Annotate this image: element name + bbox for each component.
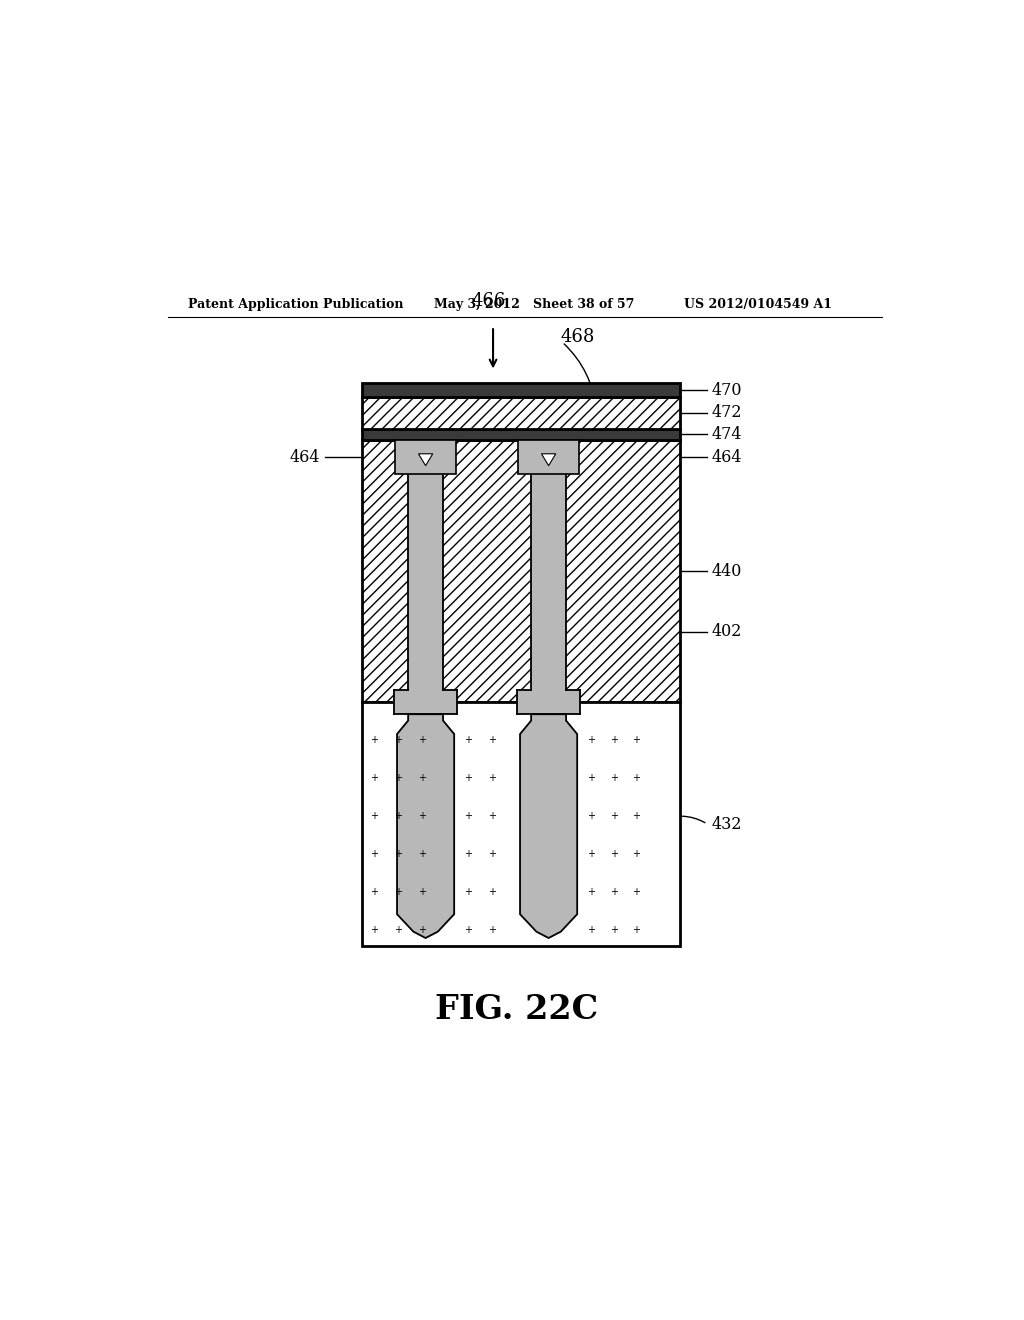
Text: +: + — [465, 735, 472, 744]
Bar — [517, 690, 581, 714]
Bar — [362, 441, 680, 702]
Text: +: + — [418, 810, 426, 821]
Text: +: + — [588, 810, 596, 821]
Text: May 3, 2012   Sheet 38 of 57: May 3, 2012 Sheet 38 of 57 — [433, 298, 634, 312]
Text: +: + — [588, 925, 596, 935]
Text: 470: 470 — [712, 381, 741, 399]
Text: +: + — [418, 887, 426, 898]
Text: +: + — [488, 810, 497, 821]
Polygon shape — [419, 454, 433, 466]
Bar — [362, 397, 680, 429]
Text: +: + — [394, 810, 401, 821]
Bar — [517, 690, 531, 714]
Text: +: + — [488, 887, 497, 898]
Text: +: + — [394, 925, 401, 935]
Text: +: + — [609, 772, 617, 783]
Text: +: + — [632, 849, 640, 859]
Text: 464: 464 — [712, 449, 741, 466]
Text: +: + — [488, 735, 497, 744]
Bar — [443, 690, 458, 714]
Text: +: + — [370, 925, 378, 935]
Bar — [395, 441, 456, 474]
Text: 472: 472 — [712, 404, 741, 421]
Text: +: + — [609, 849, 617, 859]
Text: +: + — [632, 772, 640, 783]
Text: +: + — [588, 887, 596, 898]
Text: +: + — [370, 849, 378, 859]
Text: +: + — [632, 925, 640, 935]
Text: +: + — [609, 735, 617, 744]
Bar — [362, 702, 680, 946]
Text: +: + — [394, 735, 401, 744]
Text: +: + — [632, 735, 640, 744]
Bar — [362, 429, 680, 441]
Text: 468: 468 — [560, 329, 595, 346]
Polygon shape — [542, 454, 556, 466]
Text: +: + — [488, 925, 497, 935]
Text: 402: 402 — [712, 623, 741, 640]
Text: +: + — [588, 772, 596, 783]
Text: +: + — [588, 849, 596, 859]
Text: 432: 432 — [712, 816, 741, 833]
Text: +: + — [465, 849, 472, 859]
Text: +: + — [418, 772, 426, 783]
Text: FIG. 22C: FIG. 22C — [435, 993, 598, 1026]
Text: +: + — [488, 772, 497, 783]
Text: +: + — [394, 887, 401, 898]
Text: +: + — [488, 849, 497, 859]
Text: +: + — [465, 772, 472, 783]
Bar — [531, 441, 566, 659]
Polygon shape — [520, 714, 578, 939]
Text: +: + — [370, 735, 378, 744]
Text: +: + — [394, 849, 401, 859]
Text: Patent Application Publication: Patent Application Publication — [187, 298, 403, 312]
Text: 440: 440 — [712, 562, 741, 579]
Bar — [531, 659, 566, 690]
Text: +: + — [632, 887, 640, 898]
Text: 464: 464 — [290, 449, 321, 466]
Bar — [409, 659, 443, 690]
Text: +: + — [632, 810, 640, 821]
Bar — [566, 690, 581, 714]
Text: +: + — [418, 925, 426, 935]
Text: +: + — [418, 849, 426, 859]
Bar — [362, 383, 680, 397]
Polygon shape — [397, 714, 455, 939]
Text: 474: 474 — [712, 426, 741, 444]
Text: +: + — [588, 735, 596, 744]
Bar — [394, 690, 409, 714]
Text: +: + — [465, 925, 472, 935]
Text: +: + — [394, 772, 401, 783]
Bar — [409, 441, 443, 659]
Text: +: + — [609, 810, 617, 821]
Text: US 2012/0104549 A1: US 2012/0104549 A1 — [684, 298, 831, 312]
Text: +: + — [370, 810, 378, 821]
Bar — [394, 690, 458, 714]
Text: +: + — [609, 925, 617, 935]
Text: +: + — [370, 887, 378, 898]
Text: +: + — [418, 735, 426, 744]
Text: +: + — [465, 887, 472, 898]
Text: +: + — [370, 772, 378, 783]
Text: 466: 466 — [472, 292, 506, 310]
Bar — [518, 441, 579, 474]
Text: +: + — [465, 810, 472, 821]
Text: +: + — [609, 887, 617, 898]
